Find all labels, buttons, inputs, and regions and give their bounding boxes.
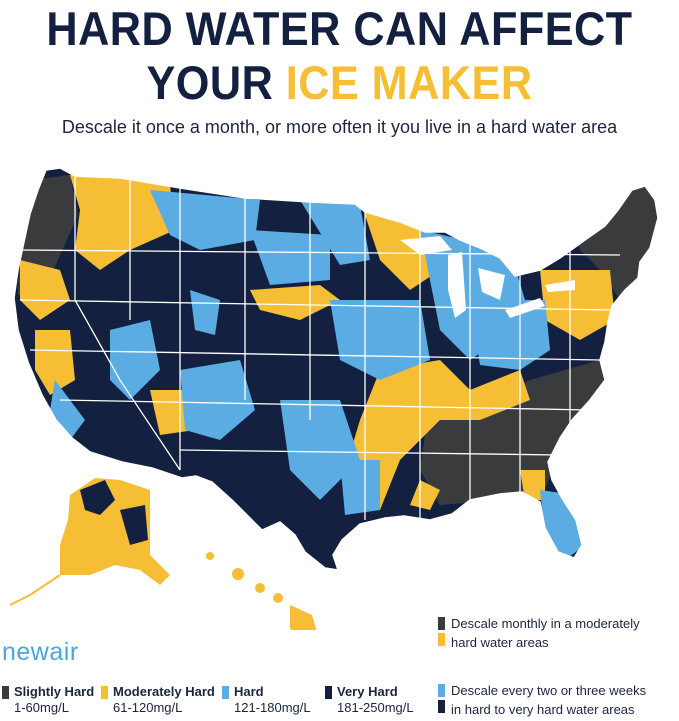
alaska — [9, 478, 170, 606]
newair-logo: newair — [2, 638, 79, 666]
legend-range: 121-180mg/L — [234, 700, 311, 715]
advice-swatch-yellow — [438, 633, 445, 646]
legend-swatch — [101, 686, 108, 699]
legend-range: 181-250mg/L — [337, 700, 414, 715]
legend-label: Moderately Hard — [113, 684, 215, 699]
subtitle: Descale it once a month, or more often i… — [61, 117, 618, 137]
legend-hard: Hard 121-180mg/L — [222, 684, 311, 716]
state-borders — [17, 168, 621, 520]
legend-swatch — [325, 686, 332, 699]
advice-swatch-blue — [438, 684, 445, 697]
title-line-2: YOUR ICE MAKER — [27, 58, 652, 108]
legend-swatch — [222, 686, 229, 699]
great-lakes — [400, 236, 575, 318]
legend-range: 1-60mg/L — [14, 700, 69, 715]
hawaii — [206, 552, 317, 630]
advice-moderately-hard: Descale monthly in a moderately hard wat… — [438, 614, 640, 652]
advice-line: in hard to very hard water areas — [451, 702, 635, 717]
us-hard-water-map — [9, 167, 659, 630]
advice-line: hard water areas — [451, 635, 549, 650]
advice-swatch-navy — [438, 700, 445, 713]
legend-range: 61-120mg/L — [113, 700, 183, 715]
advice-swatch-gray — [438, 617, 445, 630]
legend-label: Slightly Hard — [14, 684, 95, 699]
advice-line: Descale monthly in a moderately — [451, 616, 640, 631]
legend-label: Very Hard — [337, 684, 398, 699]
legend-swatch — [2, 686, 9, 699]
advice-hard: Descale every two or three weeks in hard… — [438, 681, 646, 719]
title-accent: ICE MAKER — [285, 56, 533, 109]
title-prefix: YOUR — [146, 56, 286, 109]
legend-moderately-hard: Moderately Hard 61-120mg/L — [101, 684, 215, 716]
advice-line: Descale every two or three weeks — [451, 683, 647, 698]
legend-label: Hard — [234, 684, 264, 699]
legend-very-hard: Very Hard 181-250mg/L — [325, 684, 414, 716]
legend-slightly-hard: Slightly Hard 1-60mg/L — [2, 684, 94, 716]
title-line-1: HARD WATER CAN AFFECT — [46, 2, 633, 55]
